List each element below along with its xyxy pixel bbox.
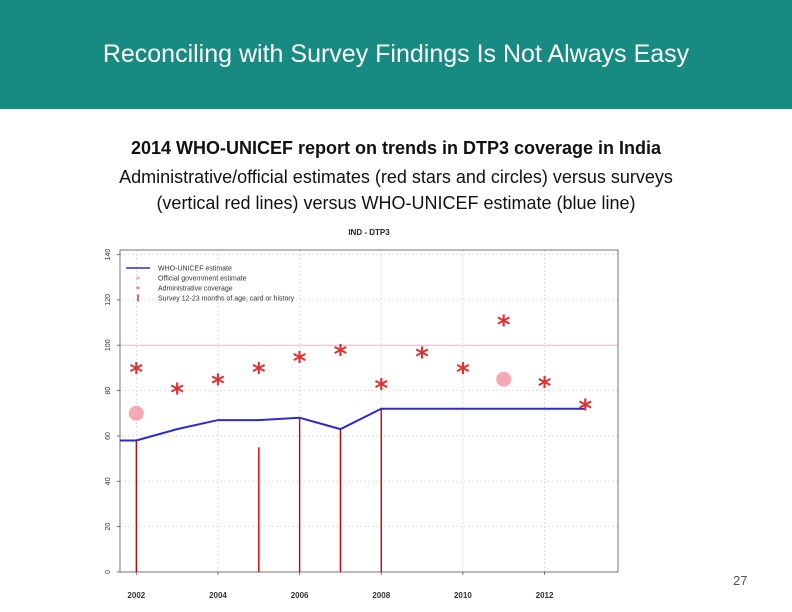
admin-star-2003: * (170, 379, 184, 409)
chart-title: IND - DTP3 (348, 228, 390, 237)
admin-star-2013: * (579, 394, 593, 424)
title-banner: Reconciling with Survey Findings Is Not … (0, 0, 792, 109)
admin-star-2009: * (415, 342, 429, 372)
legend-label-3: Survey 12-23 months of age, card or hist… (158, 296, 295, 303)
admin-star-2005: * (252, 358, 266, 388)
legend-label-0: WHO-UNICEF estimate (158, 266, 232, 273)
y-tick-label-5: 100 (105, 339, 112, 351)
admin-star-2010: * (456, 358, 470, 388)
legend-label-1: Official government estimate (158, 276, 247, 283)
admin-star-2008: * (374, 374, 388, 404)
x-tick-label-1: 2004 (209, 591, 227, 600)
subtitle-line-3: (vertical red lines) versus WHO-UNICEF e… (156, 193, 636, 213)
legend-label-2: Administrative coverage (158, 286, 233, 293)
subtitle-line-1: 2014 WHO-UNICEF report on trends in DTP3… (130, 138, 662, 158)
x-tick-label-5: 2012 (536, 591, 554, 600)
y-tick-label-4: 80 (105, 387, 112, 395)
y-tick-label-7: 140 (105, 249, 112, 261)
y-tick-label-3: 60 (105, 432, 112, 440)
x-tick-label-0: 2002 (127, 591, 145, 600)
admin-star-2004: * (211, 370, 225, 400)
legend-swatch-1 (136, 276, 140, 280)
plot-frame (119, 249, 619, 573)
admin-star-2011: * (497, 311, 511, 341)
official-estimate-2011 (496, 371, 512, 387)
page-number: 27 (733, 573, 748, 588)
admin-star-2002: * (130, 358, 144, 388)
dtp3-chart: IND - DTP3 0 20 40 60 80 100 120 140 2002 2004 2006… (105, 228, 619, 600)
slide-title: Reconciling with Survey Findings Is Not … (102, 40, 690, 68)
subtitle-line-2: Administrative/official estimates (red s… (119, 167, 673, 187)
x-tick-label-3: 2008 (372, 591, 390, 600)
admin-star-2006: * (293, 347, 307, 377)
x-tick-label-2: 2006 (291, 591, 309, 600)
y-tick-label-6: 120 (105, 294, 112, 306)
y-tick-label-1: 20 (105, 523, 112, 531)
admin-star-2007: * (334, 340, 348, 370)
y-tick-label-0: 0 (105, 570, 112, 574)
x-tick-label-4: 2010 (454, 591, 472, 600)
y-tick-label-2: 40 (105, 477, 112, 485)
who-unicef-line (120, 407, 586, 442)
admin-star-2012: * (538, 372, 552, 402)
official-estimate-2002 (128, 405, 144, 421)
legend-swatch-2: * (136, 285, 140, 294)
